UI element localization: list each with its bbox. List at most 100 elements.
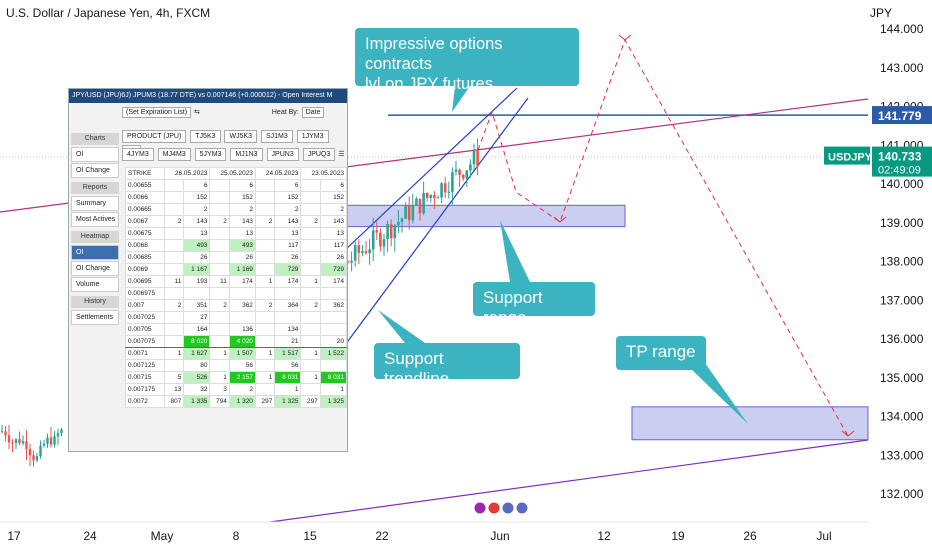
- projection-arrows: [477, 34, 855, 437]
- sidebar-item-most-actives[interactable]: Most Actives: [71, 212, 119, 227]
- table-cell: [254, 383, 276, 396]
- candle-body: [42, 443, 46, 446]
- table-cell: 2: [300, 299, 321, 312]
- table-cell: 13: [274, 227, 302, 240]
- table-cell: 351: [183, 299, 211, 312]
- arrow-head: [841, 430, 855, 437]
- sidebar-item-heatmap-oi-change[interactable]: OI Change: [71, 261, 119, 276]
- contract-tab[interactable]: 4JYM3: [122, 148, 154, 161]
- table-cell: 1 169: [228, 263, 256, 276]
- table-cell: 1 517: [274, 347, 302, 360]
- sidebar-item-oi[interactable]: OI: [71, 147, 119, 162]
- table-cell: [209, 323, 230, 336]
- expiration-select[interactable]: (Set Expiration List): [122, 107, 192, 118]
- table-cell: 1 325: [319, 395, 347, 408]
- contract-tab[interactable]: MJ1N3: [230, 148, 263, 161]
- table-cell: 2: [254, 215, 276, 228]
- table-cell: 1: [254, 347, 276, 360]
- x-tick-label: 17: [7, 529, 21, 543]
- table-cell: [254, 263, 276, 276]
- table-cell: 117: [274, 239, 302, 252]
- table-cell: [163, 359, 185, 372]
- x-tick-label: 22: [375, 529, 389, 543]
- sidebar-section-charts: Charts: [71, 133, 119, 145]
- product-tab[interactable]: TJ5K3: [190, 130, 221, 143]
- table-cell: [254, 251, 276, 264]
- table-cell: 152: [274, 191, 302, 204]
- candle-body: [415, 198, 418, 206]
- table-cell: 26: [228, 251, 256, 264]
- sidebar-item-settlements[interactable]: Settlements: [71, 310, 119, 325]
- table-cell: 174: [274, 275, 302, 288]
- candle-body: [346, 261, 350, 263]
- table-cell: 0.0066: [125, 191, 165, 204]
- contract-tab[interactable]: JPUN3: [266, 148, 299, 161]
- table-cell: 152: [319, 191, 347, 204]
- y-tick-label: 144.000: [880, 22, 924, 36]
- sidebar-item-heatmap-oi[interactable]: OI: [71, 245, 119, 260]
- table-cell: 1 627: [183, 347, 211, 360]
- table-cell: [254, 335, 276, 348]
- table-cell: 1: [319, 383, 347, 396]
- chart-title: U.S. Dollar / Japanese Yen, 4h, FXCM: [6, 6, 211, 20]
- table-cell: 8 031: [274, 371, 302, 384]
- table-cell: [209, 359, 230, 372]
- table-cell: 729: [319, 263, 347, 276]
- oi-toolbar: (Set Expiration List) ⇆ Heat By: Date: [121, 105, 347, 125]
- candle-body: [32, 455, 35, 461]
- product-tab[interactable]: PRODUCT (JPU): [122, 130, 187, 143]
- table-cell: 143: [183, 215, 211, 228]
- table-cell: 152: [183, 191, 211, 204]
- table-cell: 493: [183, 239, 211, 252]
- table-cell: [254, 179, 276, 192]
- table-row: 0.007025 27: [125, 311, 347, 324]
- tag-countdown: 02:49:09: [878, 165, 921, 177]
- product-tab[interactable]: 1JYM3: [296, 130, 329, 143]
- candle-body: [429, 195, 433, 198]
- table-cell: 26: [183, 251, 211, 264]
- table-cell: [254, 203, 276, 216]
- table-cell: [300, 203, 321, 216]
- candle-body: [357, 245, 361, 253]
- table-row: 0.007175 13 32 3 2 1 1: [125, 383, 347, 396]
- candle-body: [361, 251, 364, 253]
- menu-icon[interactable]: ☰: [338, 151, 345, 158]
- heat-by-select[interactable]: Date: [301, 107, 325, 118]
- candle-body: [25, 441, 28, 449]
- table-cell: [163, 335, 185, 348]
- table-cell: [300, 311, 321, 324]
- candle-body: [454, 169, 458, 172]
- product-tab[interactable]: WJ5K3: [224, 130, 258, 143]
- sidebar-item-oi-change[interactable]: OI Change: [71, 163, 119, 178]
- contract-tab[interactable]: 5JYM3: [194, 148, 227, 161]
- table-cell: 1: [300, 275, 321, 288]
- table-cell: 1 325: [274, 395, 302, 408]
- projection-path: [477, 38, 849, 437]
- oi-sidebar: Charts OI OI Change Reports Summary Most…: [69, 129, 121, 326]
- contract-tab[interactable]: MJ4M3: [157, 148, 191, 161]
- zone-support-range: [344, 204, 626, 228]
- table-cell: [209, 191, 230, 204]
- sidebar-item-summary[interactable]: Summary: [71, 196, 119, 211]
- filter-icon[interactable]: ⇆: [194, 109, 200, 116]
- candle-body: [350, 260, 353, 263]
- table-cell: [254, 323, 276, 336]
- tag-hline-bg: [872, 106, 932, 125]
- currency-label: JPY: [869, 6, 892, 20]
- table-cell: 2: [228, 383, 256, 396]
- table-cell: 174: [319, 275, 347, 288]
- table-cell: [300, 359, 321, 372]
- tag-price: 140.733: [878, 150, 922, 164]
- table-cell: 134: [274, 323, 302, 336]
- sidebar-item-heatmap-volume[interactable]: Volume: [71, 277, 119, 292]
- oi-product-tabs: PRODUCT (JPU) TJ5K3 WJ5K3 SJ1M3 1JYM3 MJ: [121, 129, 347, 159]
- col-date: 24.05.2023: [254, 167, 302, 180]
- contract-tab[interactable]: JPUQ3: [302, 148, 336, 161]
- candle-body: [382, 239, 386, 247]
- callout-tp-range-pointer: [690, 356, 748, 424]
- table-cell: 1: [209, 371, 230, 384]
- tag-hline-label: 141.779: [878, 109, 922, 123]
- table-cell: 0.006975: [125, 287, 165, 300]
- product-tab[interactable]: SJ1M3: [260, 130, 293, 143]
